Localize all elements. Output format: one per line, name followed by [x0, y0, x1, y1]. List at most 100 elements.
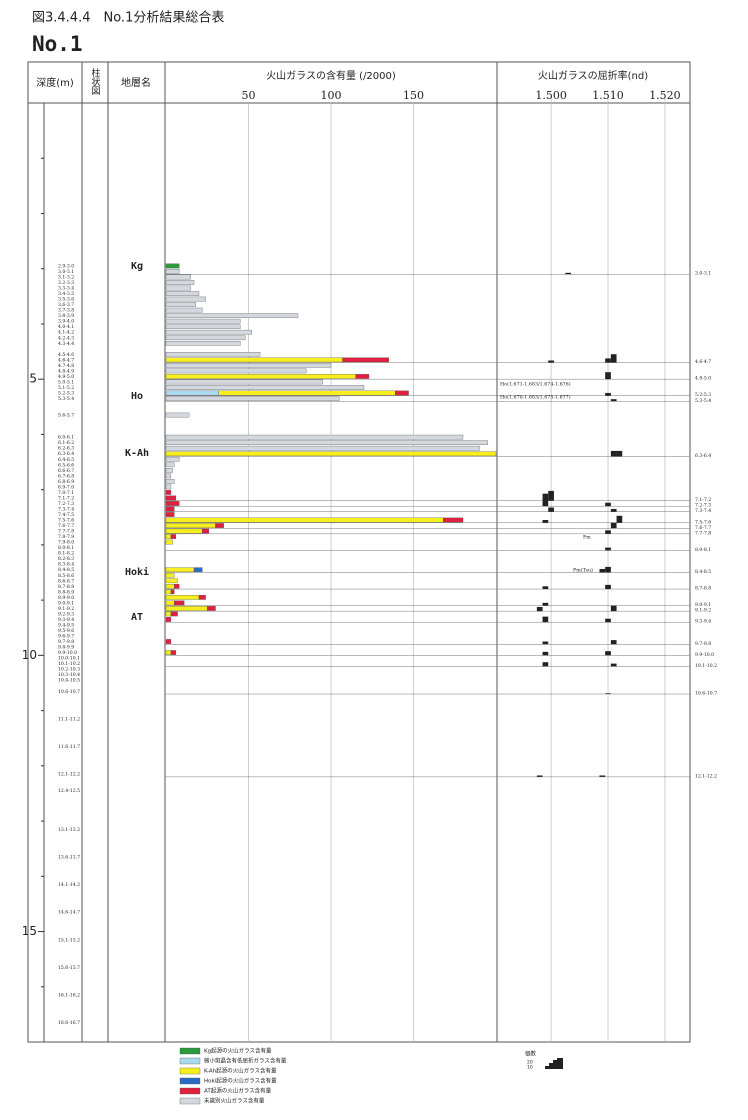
sample-label-right: 7.3-7.4 [695, 508, 711, 514]
sample-label: 16.6-16.7 [58, 1020, 80, 1026]
sample-label: 4.9-5.0 [58, 374, 74, 380]
sample-label: 4.6-4.7 [58, 357, 74, 363]
sample-label: 7.9-8.0 [58, 540, 74, 546]
sample-label: 9.3-9.4 [58, 617, 74, 623]
layer-name: Kg [131, 261, 143, 272]
sample-label: 4.2-4.3 [58, 335, 74, 341]
ri-bar [605, 618, 611, 623]
annotation: Pm(Tsu) [573, 567, 593, 574]
ri-bar [610, 605, 617, 612]
sample-label: 4.0-4.1 [58, 324, 74, 330]
sample-label: 6.5-6.6 [58, 462, 74, 468]
content-bar [165, 506, 175, 512]
annotation: Ho(1.671-1.683/1.674-1.676) [500, 381, 571, 388]
header-content: 火山ガラスの含有量 (/2000) [266, 69, 396, 82]
ri-bar [605, 584, 611, 590]
sample-label: 5.0-5.1 [58, 379, 74, 385]
sample-label-right: 8.0-8.1 [695, 547, 711, 553]
sample-label: 7.6-7.7 [58, 523, 74, 529]
legend-swatch [179, 1087, 201, 1095]
content-bar [174, 600, 185, 606]
sample-label: 10.3-10.4 [58, 672, 80, 678]
content-bar [165, 302, 196, 307]
header-depth: 深度(m) [36, 76, 74, 89]
sample-label: 6.8-6.9 [58, 479, 74, 485]
sample-label: 3.8-3.9 [58, 313, 74, 319]
content-bar [165, 539, 173, 545]
ri-bar [599, 569, 606, 573]
sample-label: 3.7-3.8 [58, 308, 74, 314]
ri-bar [548, 490, 554, 501]
content-bar [165, 280, 195, 285]
content-bar [355, 374, 370, 379]
ri-bar [605, 392, 611, 396]
sample-label-right: 8.4-8.5 [695, 569, 711, 575]
content-bar [165, 357, 343, 363]
content-bar [165, 523, 216, 528]
legend-swatch [179, 1047, 201, 1055]
sample-label: 3.1-3.2 [58, 274, 74, 280]
sample-label: 9.6-9.7 [58, 634, 74, 640]
sample-label: 7.5-7.6 [58, 518, 74, 524]
ri-bar [610, 663, 617, 667]
content-bar [165, 600, 175, 606]
legend-swatch [179, 1077, 201, 1085]
legend-label: 未識別火山ガラス含有量 [204, 1097, 265, 1105]
content-bar [170, 534, 177, 539]
sample-label: 10.2-10.3 [58, 667, 80, 673]
sample-label: 7.3-7.4 [58, 506, 74, 512]
content-bar [165, 440, 488, 446]
sample-label: 3.3-3.4 [58, 286, 74, 292]
content-bar [165, 335, 246, 341]
sample-label: 8.1-8.2 [58, 551, 74, 557]
content-bar [165, 291, 200, 296]
sample-label: 16.1-16.2 [58, 993, 80, 999]
content-bar [165, 318, 241, 324]
sample-label: 7.8-7.9 [58, 534, 74, 540]
legend-label: Hoki起源の火山ガラス含有量 [204, 1077, 277, 1085]
ri-bar [542, 602, 549, 606]
sample-label-right: 5.3-5.4 [695, 398, 711, 404]
sample-label: 9.9-10.0 [58, 650, 77, 656]
ri-bar [605, 693, 611, 695]
content-bar [165, 617, 172, 622]
sample-label: 5.1-5.2 [58, 385, 74, 391]
sample-label: 15.1-15.2 [58, 937, 80, 943]
y-tick-label: 10 [22, 648, 37, 662]
legend-swatch [179, 1057, 201, 1065]
sample-label: 14.6-14.7 [58, 910, 80, 916]
content-bar [165, 583, 175, 589]
content-bar [165, 368, 307, 374]
ri-bar [542, 641, 549, 645]
chart-subtitle: No.1 [32, 32, 83, 56]
content-bar [165, 396, 340, 401]
content-bar [165, 589, 172, 595]
content-bar [165, 490, 172, 495]
content-bar [165, 307, 203, 313]
content-bar [165, 473, 172, 479]
sample-label: 6.6-6.7 [58, 468, 74, 474]
sample-label-right: 7.2-7.3 [695, 503, 711, 509]
ri-bar [610, 450, 617, 457]
annotation: Pm [583, 535, 591, 541]
sample-label-right: 9.0-9.1 [695, 602, 711, 608]
content-bar [165, 434, 464, 440]
content-bar [165, 639, 172, 644]
content-bar [165, 412, 190, 418]
sample-label: 9.8-9.9 [58, 645, 74, 651]
sample-label: 14.1-14.2 [58, 882, 80, 888]
content-bar [218, 390, 396, 396]
sample-label-right: 7.7-7.8 [695, 530, 711, 536]
legend-label: AT起源の火山ガラス含有量 [204, 1087, 272, 1095]
ri-bar [605, 358, 611, 363]
count-legend-title: 個数 [525, 1050, 537, 1058]
sample-label: 8.7-8.8 [58, 584, 74, 590]
layer-name: AT [131, 612, 143, 623]
sample-label-right: 9.1-9.2 [695, 608, 711, 614]
content-bar [165, 445, 480, 451]
content-bar [170, 650, 177, 655]
sample-label-right: 9.3-9.4 [695, 619, 711, 625]
ri-bar [542, 651, 549, 656]
content-bar [165, 340, 241, 346]
x-tick-label: 50 [242, 89, 256, 102]
